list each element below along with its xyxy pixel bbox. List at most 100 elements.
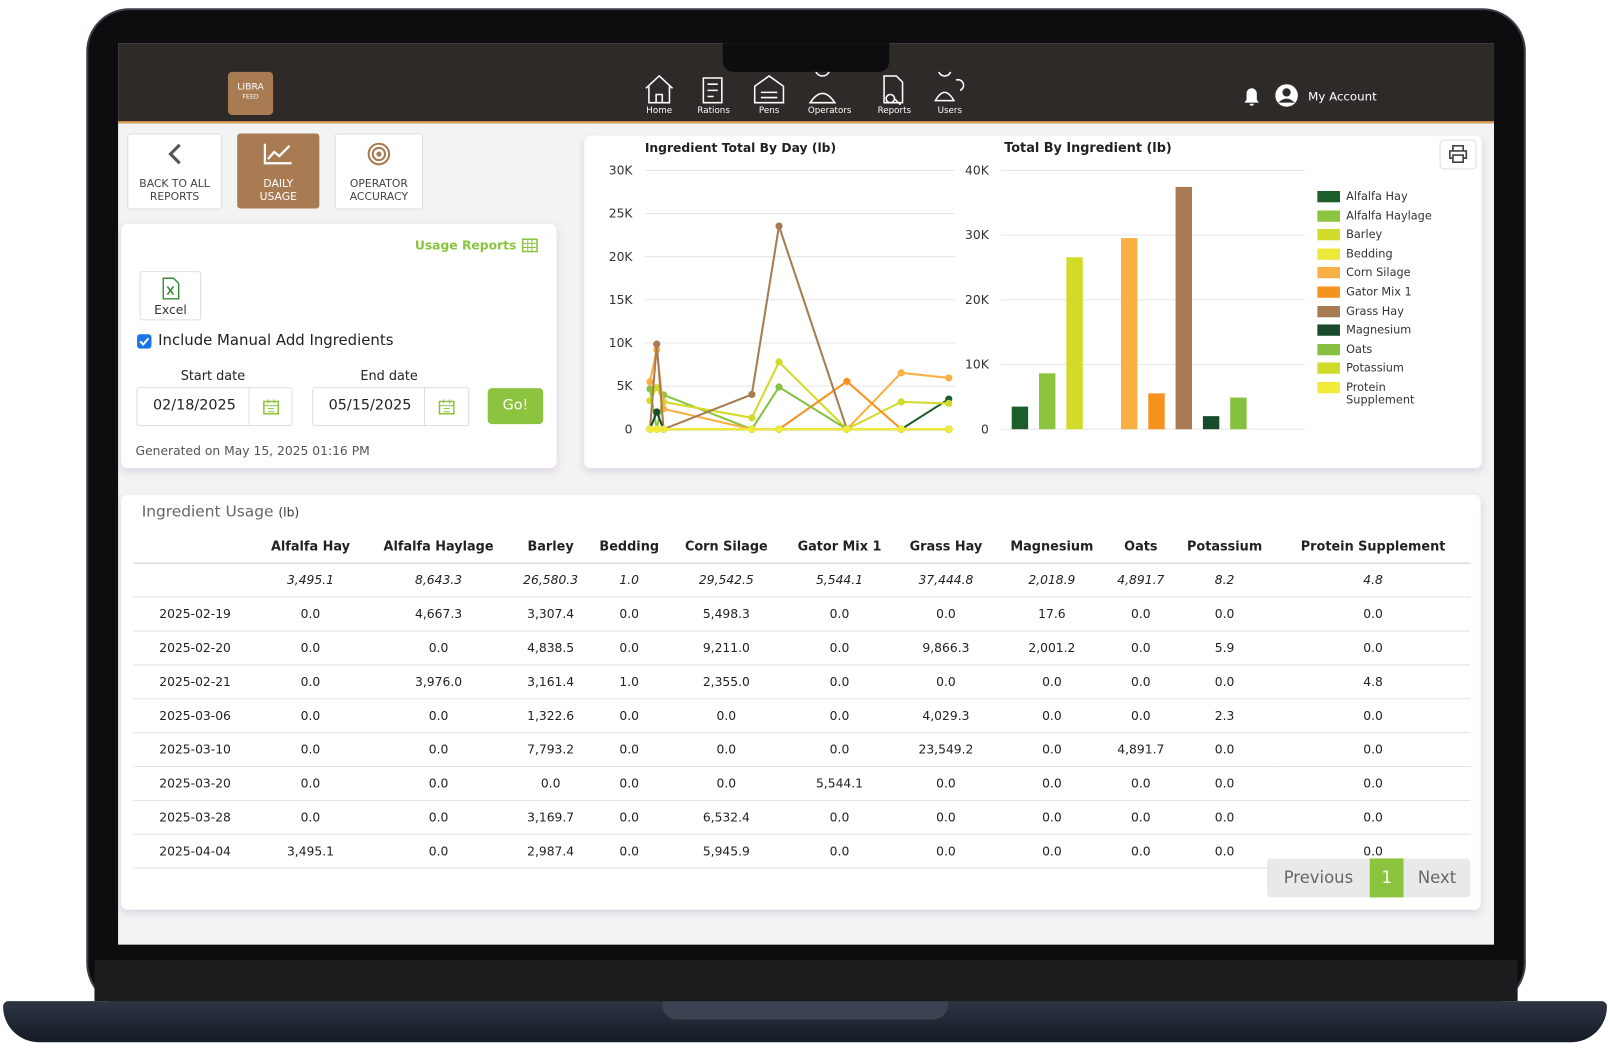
nav-operators[interactable]: Operators (807, 105, 852, 117)
y-tick-label: 0 (981, 422, 989, 436)
header-cell: Corn Silage (670, 528, 783, 564)
total-cell: 2,018.9 (995, 563, 1109, 598)
line-series (648, 388, 949, 431)
table-cell: 0.0 (1275, 597, 1471, 632)
table-row: 2025-02-19 0.0 4,667.3 3,307.4 0.0 5,498.3 0.0… (133, 597, 1471, 632)
table-cell: 0.0 (995, 834, 1109, 869)
bar (1148, 393, 1165, 430)
bar (1011, 406, 1029, 430)
account-link[interactable]: My Account (1308, 89, 1377, 104)
print-button[interactable] (1439, 139, 1477, 170)
table-cell: 0.0 (670, 766, 783, 801)
line-point (653, 340, 661, 348)
legend-swatch (1317, 381, 1340, 394)
legend-swatch (1317, 305, 1340, 317)
daily-usage-button[interactable]: DAILY USAGE (237, 133, 320, 209)
date-cell: 2025-02-19 (133, 597, 257, 632)
table-cell: 0.0 (364, 630, 513, 666)
nav-rations[interactable]: Rations (697, 105, 730, 117)
line-point (775, 222, 783, 230)
next-button[interactable]: Next (1403, 858, 1471, 898)
table-cell: 17.6 (995, 597, 1109, 632)
grid-icon (521, 238, 538, 253)
table-cell: 2,001.2 (995, 630, 1109, 666)
table-cell: 0.0 (588, 834, 671, 869)
legend-item: Oats (1317, 342, 1450, 363)
calendar-icon[interactable] (438, 398, 455, 415)
header-cell: Grass Hay (896, 528, 996, 564)
y-tick-label: 20K (609, 250, 634, 264)
header-cell: Protein Supplement (1275, 528, 1471, 564)
table-cell: 0.0 (1173, 664, 1276, 700)
account-icons (1244, 84, 1298, 107)
nav-users[interactable]: Users (937, 105, 963, 117)
header-cell (133, 528, 257, 564)
legend-swatch (1317, 210, 1340, 222)
bar (1202, 416, 1220, 430)
excel-button[interactable]: Excel (139, 271, 202, 321)
print-icon (1449, 144, 1468, 164)
y-tick-label: 40K (965, 164, 990, 178)
start-date-field[interactable] (136, 387, 293, 427)
legend-swatch (1317, 229, 1340, 241)
table-cell: 0.0 (512, 766, 589, 801)
y-tick-label: 0 (625, 422, 633, 436)
legend-label: Corn Silage (1346, 266, 1411, 280)
y-tick-label: 30K (609, 164, 634, 178)
table-cell: 0.0 (782, 732, 897, 768)
logo[interactable]: LIBRA FEED (227, 71, 274, 116)
table-cell: 0.0 (1173, 732, 1276, 768)
line-point (775, 425, 783, 433)
table-title-text: Ingredient Usage (141, 502, 274, 521)
header-cell: Alfalfa Haylage (364, 528, 513, 564)
page-button[interactable]: 1 (1369, 858, 1404, 898)
reports-icon (883, 75, 904, 106)
table-cell: 5,544.1 (782, 766, 897, 801)
legend-label: Gator Mix 1 (1346, 285, 1412, 299)
line-point (775, 358, 783, 366)
line-point (945, 374, 953, 382)
calendar-icon[interactable] (263, 398, 280, 415)
end-date-value: 05/15/2025 (328, 397, 412, 414)
table-cell: 0.0 (896, 800, 996, 835)
table-cell: 0.0 (256, 630, 365, 666)
table-cell: 1,322.6 (512, 698, 589, 734)
legend-label: Grass Hay (1346, 304, 1404, 318)
legend-item: Alfalfa Hay (1317, 190, 1450, 210)
end-date-field[interactable] (312, 387, 470, 427)
total-cell: 5,544.1 (782, 563, 897, 598)
legend-item: Gator Mix 1 (1317, 286, 1450, 305)
previous-button[interactable]: Previous (1267, 858, 1370, 898)
total-cell: 4.8 (1275, 563, 1471, 598)
bell-icon[interactable] (1244, 88, 1259, 106)
checkbox[interactable] (137, 334, 152, 349)
nav-home[interactable]: Home (646, 105, 673, 117)
total-cell: 3,495.1 (256, 563, 365, 598)
table-cell: 4,029.3 (896, 698, 996, 734)
table-cell: 0.0 (364, 766, 513, 801)
table-cell: 1.0 (588, 664, 671, 700)
line-point (897, 369, 905, 377)
legend-label: Barley (1346, 228, 1383, 242)
table-cell: 2,987.4 (512, 834, 589, 869)
operator-accuracy-button[interactable]: OPERATOR ACCURACY (334, 133, 424, 210)
header-cell: Potassium (1173, 528, 1276, 564)
legend-swatch (1317, 324, 1340, 336)
legend-item: Magnesium (1317, 324, 1450, 344)
go-button[interactable]: Go! (487, 388, 544, 425)
legend-swatch (1317, 343, 1340, 356)
nav-reports[interactable]: Reports (877, 105, 912, 117)
header-cell: Oats (1108, 528, 1174, 564)
bar (1175, 186, 1193, 430)
table-cell: 0.0 (782, 664, 897, 700)
table-cell: 0.0 (588, 698, 671, 734)
date-cell: 2025-02-20 (133, 630, 257, 666)
back-button[interactable]: BACK TO ALL REPORTS (127, 133, 222, 210)
line-point (653, 425, 661, 433)
usage-reports-link[interactable]: Usage Reports (414, 238, 517, 253)
table-cell: 0.0 (782, 834, 897, 869)
table-cell: 0.0 (256, 766, 365, 801)
legend-label: Oats (1346, 342, 1373, 357)
field-divider (248, 387, 250, 427)
nav-pens[interactable]: Pens (758, 105, 780, 117)
